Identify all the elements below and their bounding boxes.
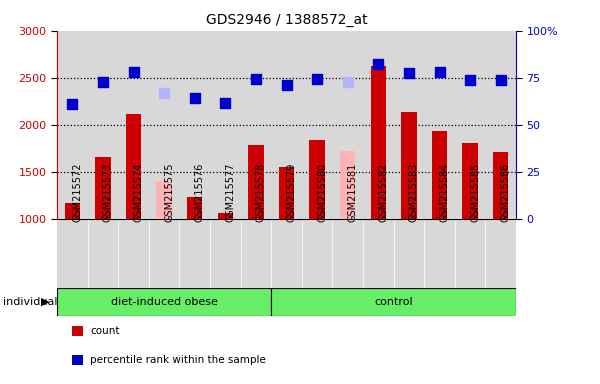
Point bbox=[68, 101, 77, 107]
Text: individual: individual bbox=[3, 297, 58, 307]
Text: GSM215580: GSM215580 bbox=[317, 163, 327, 222]
Text: diet-induced obese: diet-induced obese bbox=[110, 297, 218, 307]
Point bbox=[404, 70, 414, 76]
Bar bbox=[363, 219, 394, 288]
Bar bbox=[424, 31, 455, 219]
Bar bbox=[210, 219, 241, 288]
Point bbox=[160, 90, 169, 96]
Bar bbox=[157, 181, 172, 219]
Text: control: control bbox=[374, 297, 413, 307]
Bar bbox=[485, 31, 516, 219]
Bar bbox=[279, 167, 294, 219]
Text: GSM215576: GSM215576 bbox=[194, 163, 205, 222]
Bar bbox=[149, 31, 179, 219]
Bar bbox=[271, 288, 516, 316]
Bar bbox=[57, 219, 88, 288]
Bar bbox=[88, 219, 118, 288]
Text: GSM215572: GSM215572 bbox=[73, 163, 82, 222]
Bar bbox=[248, 146, 263, 219]
Text: GSM215585: GSM215585 bbox=[470, 163, 480, 222]
Point bbox=[466, 76, 475, 83]
Bar bbox=[363, 31, 394, 219]
Bar bbox=[485, 219, 516, 288]
Point bbox=[128, 69, 138, 75]
Bar bbox=[394, 219, 424, 288]
Bar bbox=[332, 31, 363, 219]
Bar bbox=[241, 219, 271, 288]
Bar bbox=[340, 151, 355, 219]
Text: GSM215581: GSM215581 bbox=[348, 163, 358, 222]
Bar bbox=[149, 219, 179, 288]
Bar bbox=[118, 31, 149, 219]
Text: GSM215584: GSM215584 bbox=[439, 163, 449, 222]
Point bbox=[251, 76, 260, 82]
Bar bbox=[302, 31, 332, 219]
Bar bbox=[95, 157, 110, 219]
Bar bbox=[332, 219, 363, 288]
Text: GSM215573: GSM215573 bbox=[103, 163, 113, 222]
Bar bbox=[271, 219, 302, 288]
Bar bbox=[271, 31, 302, 219]
Bar bbox=[187, 197, 202, 219]
Point bbox=[343, 79, 353, 86]
Text: GSM215575: GSM215575 bbox=[164, 163, 174, 222]
Point bbox=[190, 94, 199, 101]
Text: percentile rank within the sample: percentile rank within the sample bbox=[90, 355, 266, 365]
Point bbox=[312, 76, 322, 82]
Bar bbox=[463, 143, 478, 219]
Bar bbox=[310, 140, 325, 219]
Text: GSM215574: GSM215574 bbox=[133, 163, 143, 222]
Bar bbox=[57, 31, 88, 219]
Bar bbox=[126, 114, 141, 219]
Bar bbox=[65, 203, 80, 219]
Text: GSM215578: GSM215578 bbox=[256, 163, 266, 222]
Bar bbox=[302, 219, 332, 288]
Text: GSM215583: GSM215583 bbox=[409, 163, 419, 222]
Bar bbox=[424, 219, 455, 288]
Point bbox=[373, 61, 383, 67]
Title: GDS2946 / 1388572_at: GDS2946 / 1388572_at bbox=[206, 13, 367, 27]
Bar bbox=[57, 288, 271, 316]
Bar bbox=[371, 66, 386, 219]
Bar bbox=[401, 112, 416, 219]
Bar bbox=[179, 219, 210, 288]
Bar bbox=[118, 219, 149, 288]
Bar bbox=[432, 131, 447, 219]
Text: count: count bbox=[90, 326, 119, 336]
Point bbox=[98, 78, 108, 84]
Text: GSM215582: GSM215582 bbox=[379, 163, 388, 222]
Point bbox=[496, 76, 505, 83]
Point bbox=[221, 100, 230, 106]
Text: GSM215577: GSM215577 bbox=[226, 163, 235, 222]
Text: GSM215579: GSM215579 bbox=[287, 163, 296, 222]
Bar bbox=[210, 31, 241, 219]
Bar bbox=[394, 31, 424, 219]
Text: ▶: ▶ bbox=[41, 297, 49, 307]
Bar bbox=[455, 31, 485, 219]
Text: GSM215586: GSM215586 bbox=[500, 163, 511, 222]
Bar bbox=[493, 152, 508, 219]
Point bbox=[434, 69, 444, 75]
Point bbox=[282, 82, 292, 88]
Bar bbox=[88, 31, 118, 219]
Bar bbox=[179, 31, 210, 219]
Bar bbox=[241, 31, 271, 219]
Bar bbox=[218, 213, 233, 219]
Bar bbox=[455, 219, 485, 288]
